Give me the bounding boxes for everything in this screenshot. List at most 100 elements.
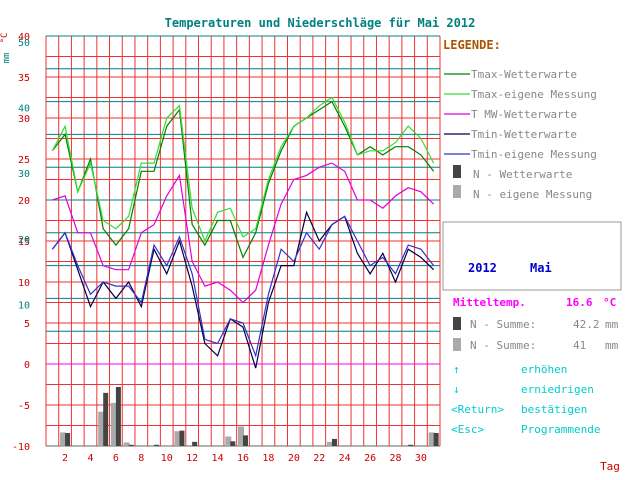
sum2-value: 41 xyxy=(573,339,586,352)
precip-bar-own xyxy=(326,441,333,446)
precip-bar-own xyxy=(110,402,117,446)
key-up-action: erhöhen xyxy=(521,363,567,376)
y-tick-temp: 0 xyxy=(24,360,30,371)
x-tick: 4 xyxy=(87,453,93,464)
mean-temp-label: Mitteltemp. xyxy=(453,296,526,309)
key-esc-action: Programmende xyxy=(521,423,600,436)
y-tick-temp: 10 xyxy=(18,278,30,289)
precip-bar-station xyxy=(128,444,134,446)
mean-temp-value: 16.6 xyxy=(566,296,593,309)
sum1-label: N - Summe: xyxy=(470,318,536,331)
x-tick: 16 xyxy=(237,453,249,464)
sum1-unit: mm xyxy=(605,318,619,331)
temp-line-1 xyxy=(51,96,435,243)
legend-item-label: N - eigene Messung xyxy=(473,188,592,201)
y-tick-temp: 5 xyxy=(24,319,30,330)
x-tick: 6 xyxy=(113,453,119,464)
sum2-label: N - Summe: xyxy=(470,339,536,352)
key-down[interactable]: ↓ xyxy=(453,383,460,396)
legend-item-label: Tmax-Wetterwarte xyxy=(471,68,577,81)
y-tick-precip: 30 xyxy=(18,169,30,180)
y-tick-temp: 25 xyxy=(18,155,30,166)
key-return-action: bestätigen xyxy=(521,403,587,416)
precip-bar-station xyxy=(103,392,109,446)
precip-bar-own xyxy=(428,432,435,446)
temp-line-2 xyxy=(52,162,435,304)
legend-swatch-bar xyxy=(453,165,461,178)
x-tick: 2 xyxy=(62,453,68,464)
x-tick: 8 xyxy=(138,453,144,464)
y-tick-precip: 40 xyxy=(18,104,30,115)
y-tick-temp: 35 xyxy=(18,73,30,84)
temp-line-0 xyxy=(51,100,435,259)
precip-bar-own xyxy=(98,411,105,446)
key-return[interactable]: <Return> xyxy=(451,403,504,416)
sum2-unit: mm xyxy=(605,339,619,352)
precip-bar-own xyxy=(174,431,181,446)
precip-bar-station xyxy=(179,430,185,446)
legend-item-label: Tmax-eigene Messung xyxy=(471,88,597,101)
precip-bar-station xyxy=(154,444,160,446)
legend-item-label: Tmin-eigene Messung xyxy=(471,148,597,161)
sum2-swatch xyxy=(453,338,461,351)
legend-item-label: T MW-Wetterwarte xyxy=(471,108,577,121)
temperature-lines xyxy=(51,96,435,369)
legend-swatch-bar xyxy=(453,185,461,198)
key-up[interactable]: ↑ xyxy=(453,363,460,376)
temp-line-4 xyxy=(51,215,435,358)
x-tick: 14 xyxy=(212,453,224,464)
x-tick: 10 xyxy=(161,453,173,464)
stats-panel: Mitteltemp. 16.6 °C N - Summe: 42.2 mm N… xyxy=(453,296,619,352)
x-tick: 26 xyxy=(364,453,376,464)
x-tick: 30 xyxy=(415,453,427,464)
precip-bar-station xyxy=(192,441,198,446)
x-tick: 12 xyxy=(186,453,198,464)
legend-panel: LEGENDE: Tmax-Wetterwarte Tmax-eigene Mes… xyxy=(443,38,597,201)
sum1-value: 42.2 xyxy=(573,318,600,331)
mm-unit-label: mm xyxy=(2,53,12,64)
y-tick-precip: 20 xyxy=(18,235,30,246)
precip-bar-station xyxy=(408,444,414,446)
precip-bar-station xyxy=(115,386,121,446)
precip-bar-station xyxy=(230,441,236,446)
x-tick: 20 xyxy=(288,453,300,464)
legend-item-label: Tmin-Wetterwarte xyxy=(471,128,577,141)
precip-bar-own xyxy=(238,426,244,446)
sum1-swatch xyxy=(453,317,461,330)
x-tick: 22 xyxy=(313,453,325,464)
y-tick-temp: 20 xyxy=(18,196,30,207)
key-esc[interactable]: <Esc> xyxy=(451,423,484,436)
precip-bar-station xyxy=(65,433,71,446)
precip-bars xyxy=(60,386,439,446)
precip-bar-own xyxy=(60,432,67,446)
x-tick: 28 xyxy=(389,453,401,464)
y-tick-temp: -5 xyxy=(18,401,30,412)
y-tick-temp: 40 xyxy=(18,32,30,43)
y-tick-temp: -10 xyxy=(12,442,30,453)
x-tick: 24 xyxy=(339,453,351,464)
y-tick-temp: 15 xyxy=(18,237,30,248)
x-tick: 18 xyxy=(262,453,274,464)
key-down-action: erniedrigen xyxy=(521,383,594,396)
period-year: 2012 xyxy=(468,261,497,275)
legend-item-label: N - Wetterwarte xyxy=(473,168,572,181)
precip-bar-own xyxy=(123,442,130,446)
precip-bar-station xyxy=(243,435,248,446)
temp-unit-label: °C xyxy=(0,33,10,44)
mean-temp-unit: °C xyxy=(603,296,616,309)
key-help: ↑ erhöhen ↓ erniedrigen <Return> bestäti… xyxy=(451,363,600,436)
legend-heading: LEGENDE: xyxy=(443,38,501,52)
chart-title: Temperaturen und Niederschläge für Mai 2… xyxy=(165,16,476,30)
precip-bar-station xyxy=(331,438,337,446)
y-tick-precip: 50 xyxy=(18,38,30,49)
period-month: Mai xyxy=(530,261,552,275)
period-box xyxy=(442,221,622,291)
temp-line-3 xyxy=(51,210,435,369)
y-tick-temp: 30 xyxy=(18,114,30,125)
y-tick-precip: 10 xyxy=(18,300,30,311)
grid xyxy=(45,35,441,447)
x-axis-label: Tag xyxy=(600,460,620,473)
precip-bar-station xyxy=(433,433,439,446)
